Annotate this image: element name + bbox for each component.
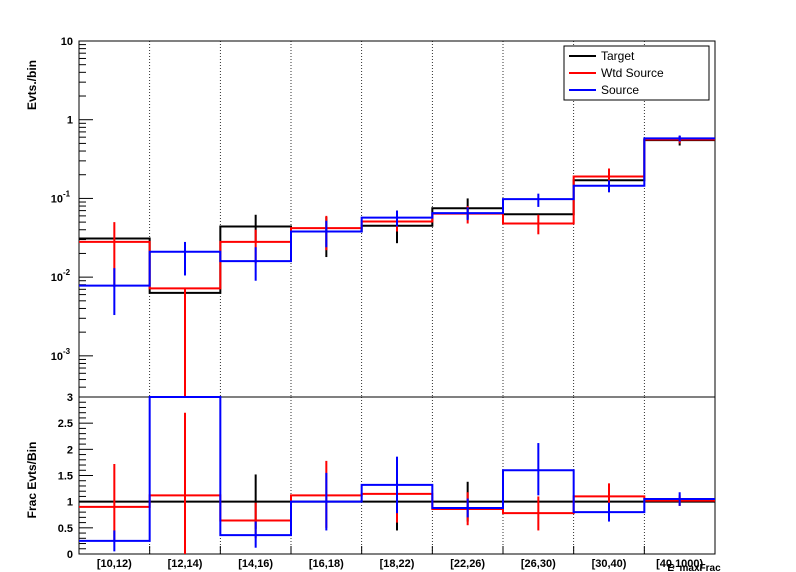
top-y-tick-label: 10 (61, 36, 73, 48)
bottom-series-group (79, 396, 715, 554)
bottom-panel-plot: 0 0.5 1 1.5 2 2.5 3 [10,12) [12,14) [14,16) [16,1… (25, 392, 721, 572)
top-series-source (79, 135, 715, 316)
top-y-tick-label: 10 (51, 193, 63, 205)
top-y-axis-label: Evts./bin (25, 60, 39, 110)
top-y-tick-label: 10 (51, 351, 63, 363)
legend-label-target: Target (601, 49, 635, 63)
top-y-tick-exponent: -3 (63, 347, 71, 356)
bottom-x-tick-label: [10,12) (97, 558, 132, 570)
top-y-tick-exponent: -2 (63, 268, 71, 277)
bottom-series-source (79, 396, 715, 552)
bottom-y-tick-label: 3 (67, 392, 73, 404)
bottom-x-tick-label: [30,40) (592, 558, 627, 570)
bottom-y-tick-label: 2 (67, 444, 73, 456)
bottom-y-tick-label: 1.5 (58, 471, 73, 483)
bottom-x-tick-label: [26,30) (521, 558, 556, 570)
bottom-x-axis: [10,12) [12,14) [14,16) [16,18) [18,22) [22,2… (78, 546, 716, 570)
bottom-x-tick-label: [22,26) (450, 558, 485, 570)
legend: Target Wtd Source Source (563, 45, 710, 101)
legend-label-wtd-source: Wtd Source (601, 66, 664, 80)
bottom-y-tick-label: 0 (67, 549, 73, 561)
bottom-y-tick-label: 1 (67, 497, 73, 509)
bottom-x-axis-label: E_maxFrac (667, 563, 721, 572)
top-y-tick-exponent: -1 (63, 189, 71, 198)
bottom-x-tick-label: [14,16) (238, 558, 273, 570)
bottom-y-tick-label: 2.5 (58, 418, 73, 430)
bottom-y-axis-label: Frac Evts/Bin (25, 442, 39, 519)
top-series-wtd-source (79, 136, 715, 397)
top-series-group (79, 135, 715, 397)
top-y-tick-label: 10 (51, 272, 63, 284)
bottom-x-tick-label: [18,22) (380, 558, 415, 570)
bottom-y-axis: 0 0.5 1 1.5 2 2.5 3 (58, 392, 93, 561)
legend-label-source: Source (601, 83, 639, 97)
top-y-tick-label: 1 (67, 115, 73, 127)
bottom-y-tick-label: 0.5 (58, 523, 73, 535)
bottom-x-tick-label: [16,18) (309, 558, 344, 570)
bottom-x-tick-label: [12,14) (168, 558, 203, 570)
bottom-x-tick-label: [40,1000) (656, 558, 703, 570)
